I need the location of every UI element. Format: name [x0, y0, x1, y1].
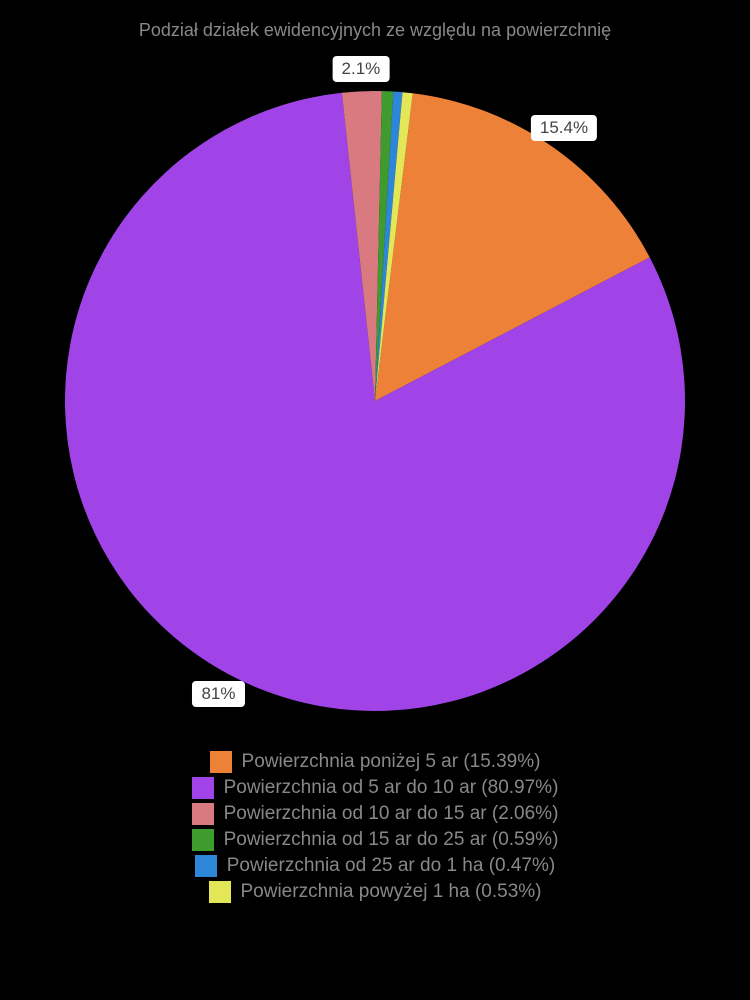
pie-chart: 15.4%81%2.1%	[55, 81, 695, 721]
legend-item: Powierzchnia od 5 ar do 10 ar (80.97%)	[192, 777, 559, 799]
chart-title: Podział działek ewidencyjnych ze względu…	[139, 20, 611, 41]
legend: Powierzchnia poniżej 5 ar (15.39%) Powier…	[192, 751, 559, 903]
legend-swatch	[192, 829, 214, 851]
legend-swatch	[209, 881, 231, 903]
slice-value-label: 81%	[192, 681, 244, 707]
legend-item: Powierzchnia od 10 ar do 15 ar (2.06%)	[192, 803, 559, 825]
legend-swatch	[210, 751, 232, 773]
legend-item: Powierzchnia od 25 ar do 1 ha (0.47%)	[195, 855, 555, 877]
legend-swatch	[195, 855, 217, 877]
legend-label: Powierzchnia od 10 ar do 15 ar (2.06%)	[224, 803, 559, 825]
legend-label: Powierzchnia od 15 ar do 25 ar (0.59%)	[224, 829, 559, 851]
legend-label: Powierzchnia od 5 ar do 10 ar (80.97%)	[224, 777, 559, 799]
legend-item: Powierzchnia poniżej 5 ar (15.39%)	[210, 751, 541, 773]
legend-label: Powierzchnia poniżej 5 ar (15.39%)	[242, 751, 541, 773]
slice-value-label: 15.4%	[531, 115, 597, 141]
legend-item: Powierzchnia powyżej 1 ha (0.53%)	[209, 881, 542, 903]
legend-swatch	[192, 777, 214, 799]
slice-value-label: 2.1%	[333, 56, 390, 82]
legend-item: Powierzchnia od 15 ar do 25 ar (0.59%)	[192, 829, 559, 851]
legend-label: Powierzchnia od 25 ar do 1 ha (0.47%)	[227, 855, 555, 877]
legend-label: Powierzchnia powyżej 1 ha (0.53%)	[241, 881, 542, 903]
legend-swatch	[192, 803, 214, 825]
